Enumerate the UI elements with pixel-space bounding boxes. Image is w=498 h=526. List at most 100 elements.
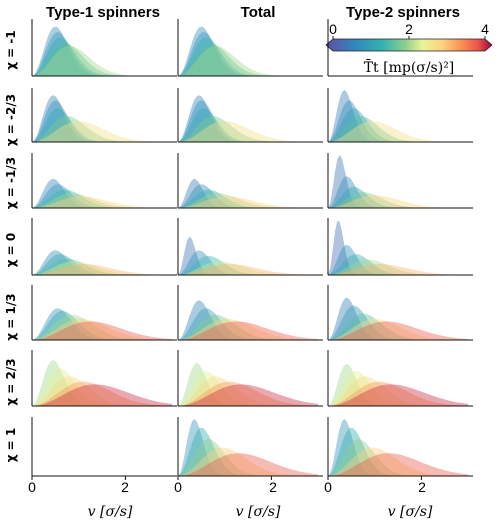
- panel-r6-c1: [31, 350, 177, 407]
- distribution-curve-r2-c1-1: [32, 95, 173, 142]
- distribution-curve-r4-c1-3: [32, 258, 173, 275]
- colorbar-tick-4: 4: [481, 21, 489, 37]
- distribution-curve-r4-c3-5: [328, 264, 469, 275]
- x-axis-label-col2: v [σ/s]: [236, 504, 281, 520]
- x-axis-label-col3: v [σ/s]: [388, 504, 433, 520]
- distribution-curve-r7-c2-5: [178, 453, 319, 476]
- distribution-curve-r4-c1-5: [32, 264, 173, 275]
- distribution-curve-r1-c2-5: [178, 45, 319, 76]
- distribution-curve-r3-c2-2: [178, 184, 319, 208]
- distribution-curve-r3-c3-3: [328, 186, 469, 208]
- distribution-curve-r6-c2-3: [178, 376, 319, 406]
- distribution-curve-r4-c2-3: [178, 255, 319, 275]
- distribution-curve-r2-c3-2: [328, 100, 469, 142]
- distribution-curve-r7-c2-1: [178, 419, 319, 476]
- distribution-curve-r7-c2-2: [178, 427, 319, 476]
- distribution-curve-r2-c1-4: [32, 116, 173, 142]
- colorbar-tick-2: 2: [405, 21, 413, 37]
- distribution-curve-r5-c2-5: [178, 321, 319, 340]
- distribution-curve-r1-c1-1: [32, 26, 173, 76]
- distribution-curve-r4-c1-4: [32, 261, 173, 275]
- panel-r5-c2: [177, 285, 323, 341]
- distribution-curve-r6-c2-1: [178, 362, 319, 406]
- distribution-curve-r3-c2-5: [178, 196, 319, 208]
- distribution-curve-r5-c2-4: [178, 318, 319, 340]
- x-tick-col3-2: 2: [418, 479, 426, 495]
- row-label-chi-1: χ = 1: [4, 428, 18, 463]
- panel-r2-c2: [177, 88, 323, 143]
- panel-r2-c3: [327, 88, 473, 143]
- distribution-curve-r4-c2-1: [178, 236, 319, 275]
- distribution-curve-r6-c3-3: [328, 376, 469, 406]
- panel-r7-c2: [177, 417, 323, 477]
- distribution-curve-r5-c2-1: [178, 300, 319, 340]
- distribution-curve-r3-c3-5: [328, 195, 469, 208]
- distribution-curve-r3-c1-3: [32, 189, 173, 208]
- colorbar-tick-0: 0: [329, 21, 337, 37]
- row-label-chi-minus-1: χ = -1: [4, 30, 18, 69]
- distribution-curve-r3-c3-4: [328, 192, 469, 208]
- distribution-curve-r6-c3-2: [328, 370, 469, 406]
- distribution-curve-r7-c3-1: [328, 419, 469, 476]
- distribution-curve-r7-c3-5: [328, 453, 469, 476]
- distribution-curve-r5-c2-2: [178, 308, 319, 340]
- distribution-curve-r5-c2-3: [178, 314, 319, 340]
- row-label-chi-minus-1-3: χ = -1/3: [4, 157, 18, 209]
- distribution-curve-r1-c2-2: [178, 32, 319, 76]
- distribution-curve-r3-c2-3: [178, 189, 319, 208]
- panel-r3-c2: [177, 153, 323, 209]
- row-label-chi-minus-2-3: χ = -2/3: [4, 94, 18, 146]
- distribution-curve-r7-c2-4: [178, 447, 319, 476]
- panel-r1-c2: [177, 19, 323, 77]
- row-label-chi-1-3: χ = 1/3: [4, 293, 18, 340]
- distribution-curve-r1-c1-5: [32, 45, 173, 76]
- panel-r4-c3: [327, 218, 473, 276]
- distribution-curve-r4-c3-3: [328, 254, 469, 275]
- distribution-curve-r4-c2-2: [178, 250, 319, 275]
- distribution-curve-r7-c2-3: [178, 438, 319, 476]
- distribution-curve-r6-c2-5: [178, 384, 319, 406]
- panel-r7-c3: [327, 417, 473, 477]
- panel-r4-c1: [31, 218, 177, 276]
- distribution-curve-r6-c2-2: [178, 370, 319, 406]
- panel-r5-c3: [327, 285, 473, 341]
- distribution-curve-r3-c3-1: [328, 155, 469, 208]
- distribution-curve-r1-c1-4: [32, 43, 173, 76]
- distribution-curve-r6-c1-2: [32, 368, 173, 406]
- distribution-curve-r3-c1-2: [32, 184, 173, 208]
- distribution-curve-r3-c1-1: [32, 178, 173, 208]
- panel-r3-c3: [327, 153, 473, 209]
- distribution-curve-r6-c1-4: [32, 381, 173, 406]
- distribution-curve-r1-c2-4: [178, 43, 319, 76]
- distribution-curve-r5-c1-1: [32, 308, 173, 340]
- distribution-curve-r7-c3-4: [328, 447, 469, 476]
- panel-r2-c1: [31, 88, 177, 143]
- distribution-curve-r2-c2-3: [178, 108, 319, 142]
- distribution-curve-r5-c3-2: [328, 305, 469, 340]
- distribution-curve-r6-c2-4: [178, 381, 319, 406]
- distribution-curve-r3-c1-5: [32, 196, 173, 208]
- distribution-curve-r5-c3-5: [328, 321, 469, 340]
- distribution-curve-r2-c1-2: [32, 100, 173, 142]
- panel-r6-c2: [177, 350, 323, 407]
- distribution-curve-r3-c1-4: [32, 193, 173, 208]
- distribution-curve-r4-c1-2: [32, 254, 173, 275]
- distribution-curve-r5-c1-5: [32, 321, 173, 340]
- distribution-curve-r2-c2-4: [178, 116, 319, 142]
- distribution-curve-r5-c1-2: [32, 310, 173, 340]
- panels-grid: [31, 19, 473, 477]
- panel-r4-c2: [177, 218, 323, 276]
- x-tick-col2-0: 0: [174, 479, 182, 495]
- distribution-curve-r6-c1-3: [32, 376, 173, 406]
- distribution-curve-r2-c1-3: [32, 108, 173, 142]
- distribution-curve-r1-c1-3: [32, 37, 173, 76]
- distribution-curve-r1-c1-2: [32, 32, 173, 76]
- distribution-curve-r5-c3-3: [328, 313, 469, 340]
- distribution-curve-r5-c1-4: [32, 318, 173, 340]
- column-title-type1: Type-1 spinners: [46, 4, 160, 21]
- distribution-curve-r2-c3-1: [328, 90, 469, 142]
- column-title-total: Total: [241, 4, 276, 21]
- row-label-chi-0: χ = 0: [4, 233, 18, 268]
- x-tick-col1-2: 2: [121, 479, 129, 495]
